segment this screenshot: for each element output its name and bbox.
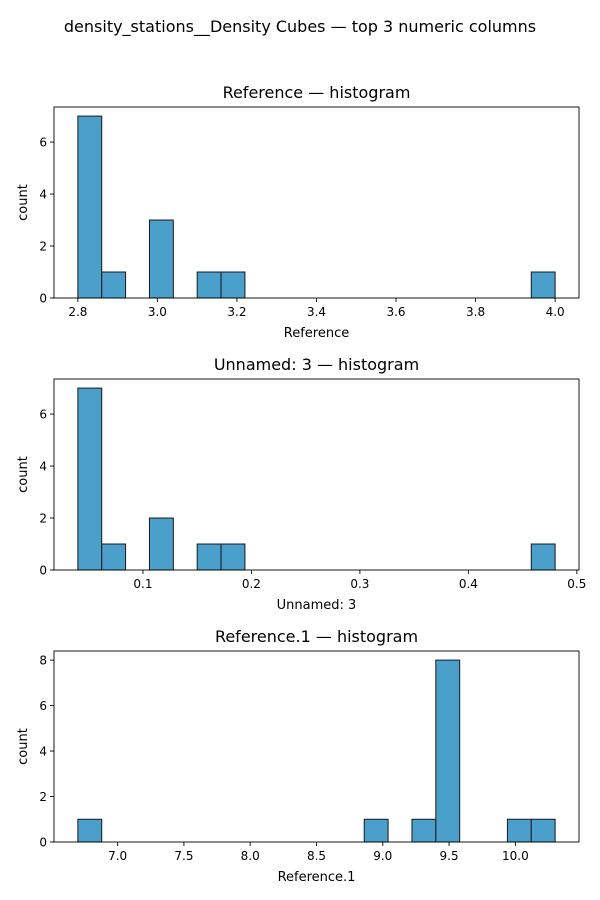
histogram-bar bbox=[77, 115, 103, 299]
x-tick-label: 0.5 bbox=[567, 577, 586, 591]
x-tick-label: 3.2 bbox=[227, 305, 246, 319]
x-tick-label: 0.4 bbox=[459, 577, 478, 591]
x-tick-label: 10.0 bbox=[502, 849, 529, 863]
histogram-bar bbox=[363, 818, 389, 843]
histogram-bar bbox=[101, 271, 127, 299]
histogram-bar bbox=[220, 543, 246, 571]
histogram-bar bbox=[411, 818, 437, 843]
histogram-bar bbox=[530, 271, 556, 299]
x-tick-label: 0.1 bbox=[133, 577, 152, 591]
x-tick-label: 7.5 bbox=[174, 849, 193, 863]
y-axis-label-unnamed-3: count bbox=[16, 456, 31, 493]
histogram-bar bbox=[77, 387, 103, 571]
y-tick-label: 8 bbox=[39, 654, 47, 668]
histogram-panel-reference-1: Reference.1 — histogram 7.0 7.5 8.0 8.5 9.0 9.… bbox=[16, 627, 580, 885]
y-tick-label: 6 bbox=[39, 408, 47, 422]
x-tick-label: 0.2 bbox=[242, 577, 261, 591]
x-tick-label: 3.4 bbox=[307, 305, 326, 319]
x-tick-label: 9.0 bbox=[373, 849, 392, 863]
histogram-bar bbox=[101, 543, 127, 571]
histogram-bar bbox=[506, 818, 532, 843]
x-axis-label-unnamed-3: Unnamed: 3 bbox=[277, 598, 357, 613]
x-axis-label-reference: Reference bbox=[284, 326, 349, 341]
y-tick-label: 4 bbox=[39, 188, 47, 202]
y-tick-label: 6 bbox=[39, 136, 47, 150]
x-tick-label: 9.5 bbox=[440, 849, 459, 863]
y-tick-label: 4 bbox=[39, 460, 47, 474]
x-tick-label: 4.0 bbox=[546, 305, 565, 319]
y-axis-label-reference-1: count bbox=[16, 728, 31, 765]
y-axis-label-reference: count bbox=[16, 184, 31, 221]
histogram-panel-unnamed-3: Unnamed: 3 — histogram 0.1 0.2 0.3 0.4 0.5 0 2 4… bbox=[16, 355, 586, 613]
x-tick-label: 7.0 bbox=[108, 849, 127, 863]
x-tick-label: 3.8 bbox=[466, 305, 485, 319]
x-tick-label: 3.0 bbox=[148, 305, 167, 319]
histogram-bar bbox=[196, 543, 222, 571]
x-tick-label: 0.3 bbox=[350, 577, 369, 591]
histogram-bar bbox=[435, 659, 461, 843]
x-axis-label-reference-1: Reference.1 bbox=[278, 870, 356, 885]
y-tick-label: 6 bbox=[39, 699, 47, 713]
x-tick-label: 8.5 bbox=[307, 849, 326, 863]
x-tick-label: 3.6 bbox=[386, 305, 405, 319]
y-tick-label: 2 bbox=[39, 790, 47, 804]
axes-frame bbox=[53, 378, 580, 571]
x-tick-label: 2.8 bbox=[68, 305, 87, 319]
y-tick-label: 4 bbox=[39, 745, 47, 759]
histogram-bar bbox=[196, 271, 222, 299]
histogram-bar bbox=[148, 517, 174, 571]
figure-suptitle: density_stations__Density Cubes — top 3 … bbox=[64, 17, 536, 37]
histogram-panel-reference: Reference — histogram 2.8 3.0 3.2 3.4 3.6 3.8 4… bbox=[16, 83, 580, 341]
histogram-bar bbox=[530, 818, 556, 843]
panel-title-reference: Reference — histogram bbox=[223, 83, 411, 102]
y-tick-label: 2 bbox=[39, 512, 47, 526]
histogram-bar bbox=[148, 219, 174, 299]
histogram-bar bbox=[77, 818, 103, 843]
histogram-bar bbox=[530, 543, 556, 571]
panel-title-unnamed-3: Unnamed: 3 — histogram bbox=[214, 355, 419, 374]
y-tick-label: 0 bbox=[39, 292, 47, 306]
y-tick-label: 0 bbox=[39, 564, 47, 578]
y-tick-label: 2 bbox=[39, 240, 47, 254]
panel-title-reference-1: Reference.1 — histogram bbox=[215, 627, 418, 646]
histogram-bar bbox=[220, 271, 246, 299]
x-tick-label: 8.0 bbox=[241, 849, 260, 863]
y-tick-label: 0 bbox=[39, 836, 47, 850]
